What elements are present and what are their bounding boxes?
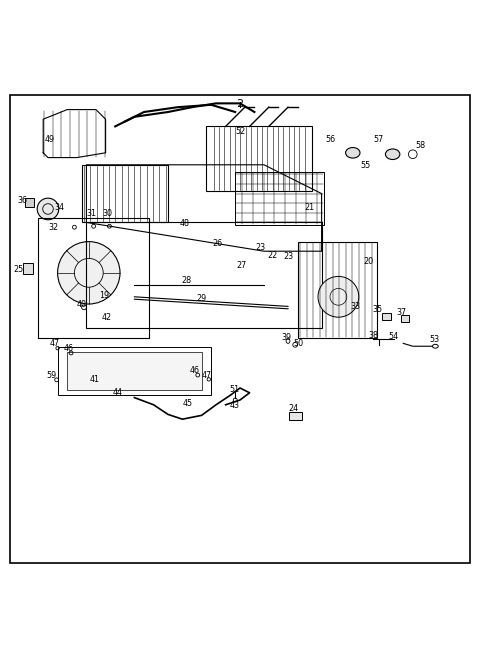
Text: 54: 54 (388, 332, 399, 341)
Text: 56: 56 (325, 135, 336, 144)
Text: 47: 47 (201, 371, 212, 380)
Text: 28: 28 (181, 276, 192, 285)
Text: 43: 43 (229, 401, 239, 410)
Text: 51: 51 (229, 385, 240, 394)
Ellipse shape (318, 276, 359, 318)
Bar (58, 347, 211, 395)
Text: 2: 2 (237, 98, 243, 108)
Text: 48: 48 (180, 219, 190, 228)
Bar (382, 313, 391, 320)
Text: 21: 21 (304, 203, 315, 211)
Ellipse shape (385, 149, 400, 159)
Bar (401, 315, 409, 321)
Text: 52: 52 (235, 127, 245, 136)
Text: 45: 45 (183, 400, 193, 408)
Text: 37: 37 (396, 308, 407, 317)
Text: 46: 46 (190, 366, 199, 375)
Text: 53: 53 (429, 335, 440, 344)
Bar (86, 222, 322, 328)
Ellipse shape (58, 241, 120, 304)
Text: 34: 34 (54, 203, 64, 213)
Text: 31: 31 (86, 209, 96, 218)
Text: 57: 57 (373, 135, 384, 144)
Text: 38: 38 (369, 331, 378, 340)
Text: 36: 36 (18, 196, 27, 205)
Text: 42: 42 (101, 313, 112, 322)
Text: 19: 19 (99, 291, 110, 300)
Text: 59: 59 (47, 371, 57, 380)
Text: 23: 23 (255, 243, 265, 252)
Text: 49: 49 (44, 135, 55, 144)
Text: 24: 24 (288, 404, 299, 413)
Bar (289, 411, 302, 420)
Text: 27: 27 (236, 261, 247, 270)
Bar (206, 127, 312, 191)
Bar (298, 241, 377, 338)
Bar (82, 165, 168, 222)
Bar (67, 352, 202, 390)
Ellipse shape (37, 198, 59, 220)
Bar (23, 263, 33, 274)
Text: 47: 47 (49, 339, 60, 348)
Bar (235, 172, 324, 225)
Text: 23: 23 (283, 253, 293, 262)
Text: 41: 41 (90, 375, 100, 384)
Text: 22: 22 (267, 251, 278, 260)
Text: 55: 55 (360, 161, 371, 171)
Text: 29: 29 (196, 294, 207, 302)
Text: 30: 30 (103, 209, 112, 218)
Text: 39: 39 (281, 333, 292, 342)
Text: 35: 35 (372, 305, 383, 314)
Text: 33: 33 (350, 302, 360, 311)
Text: 58: 58 (415, 141, 425, 150)
Text: 32: 32 (48, 222, 59, 232)
Text: 46: 46 (64, 344, 73, 353)
Ellipse shape (346, 148, 360, 158)
Bar (25, 198, 34, 207)
Text: 44: 44 (113, 388, 122, 398)
Text: 50: 50 (293, 339, 304, 348)
Text: 40: 40 (77, 300, 86, 310)
Text: 26: 26 (213, 239, 223, 249)
Text: 20: 20 (363, 257, 374, 266)
Text: 25: 25 (13, 265, 24, 274)
